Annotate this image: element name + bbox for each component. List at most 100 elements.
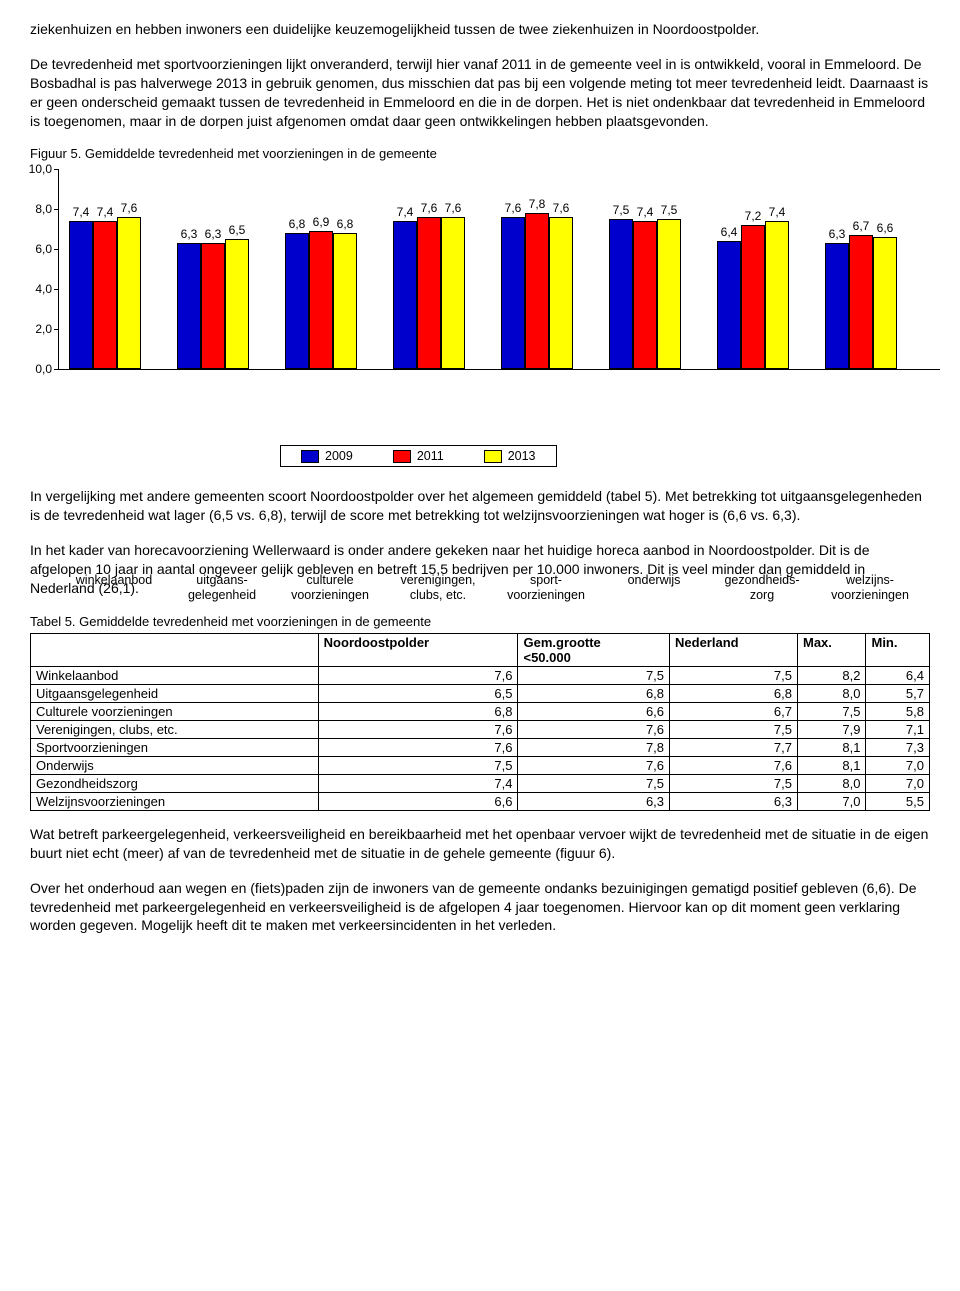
table-cell: 7,9 (798, 720, 866, 738)
table-row: Sportvoorzieningen7,67,87,78,17,3 (31, 738, 930, 756)
table-cell: 6,7 (670, 702, 798, 720)
table-row: Gezondheidszorg7,47,57,58,07,0 (31, 774, 930, 792)
table-cell: 7,5 (518, 774, 670, 792)
paragraph-5: Wat betreft parkeergelegenheid, verkeers… (30, 825, 930, 863)
table-cell: 7,6 (518, 720, 670, 738)
bar (393, 221, 417, 369)
table-cell: 6,8 (518, 684, 670, 702)
table-row: Uitgaansgelegenheid6,56,86,88,05,7 (31, 684, 930, 702)
table-cell: 6,8 (318, 702, 518, 720)
legend-label: 2013 (508, 449, 536, 463)
figure-caption: Figuur 5. Gemiddelde tevredenheid met vo… (30, 146, 930, 161)
bar (225, 239, 249, 369)
table-cell: 6,6 (318, 792, 518, 810)
paragraph-1: ziekenhuizen en hebben inwoners een duid… (30, 20, 930, 39)
table-caption: Tabel 5. Gemiddelde tevredenheid met voo… (30, 614, 930, 629)
category-label: welzijns-voorzieningen (815, 573, 925, 603)
bar (201, 243, 225, 369)
table-cell: 7,6 (518, 756, 670, 774)
bar (873, 237, 897, 369)
bar (441, 217, 465, 369)
category-label: winkelaanbod (59, 573, 169, 588)
table-header-cell: Max. (798, 633, 866, 666)
legend-item: 2013 (484, 449, 536, 463)
bar (765, 221, 789, 369)
table-cell: 7,3 (866, 738, 930, 756)
bar (825, 243, 849, 369)
legend-swatch (484, 450, 502, 463)
table-cell: Gezondheidszorg (31, 774, 319, 792)
bar-value-label: 7,6 (439, 201, 467, 215)
table-cell: 7,4 (318, 774, 518, 792)
paragraph-6: Over het onderhoud aan wegen en (fiets)p… (30, 879, 930, 936)
table-cell: 6,3 (518, 792, 670, 810)
table-cell: 7,6 (318, 666, 518, 684)
bar-value-label: 7,6 (547, 201, 575, 215)
bar (741, 225, 765, 369)
bar (417, 217, 441, 369)
table-cell: 7,6 (670, 756, 798, 774)
bar-value-label: 6,8 (331, 217, 359, 231)
bar-value-label: 6,4 (715, 225, 743, 239)
legend-label: 2009 (325, 449, 353, 463)
bar-value-label: 7,4 (763, 205, 791, 219)
bar (93, 221, 117, 369)
chart-figure-5: 0,02,04,06,08,010,07,47,47,6winkelaanbod… (20, 169, 930, 467)
table-cell: 5,8 (866, 702, 930, 720)
paragraph-3: In vergelijking met andere gemeenten sco… (30, 487, 930, 525)
table-row: Verenigingen, clubs, etc.7,67,67,57,97,1 (31, 720, 930, 738)
bar-value-label: 7,5 (655, 203, 683, 217)
category-label: gezondheids-zorg (707, 573, 817, 603)
bar (849, 235, 873, 369)
table-cell: 6,4 (866, 666, 930, 684)
table-header-cell (31, 633, 319, 666)
table-row: Winkelaanbod7,67,57,58,26,4 (31, 666, 930, 684)
y-tick-label: 10,0 (29, 162, 52, 176)
bar (609, 219, 633, 369)
bar-value-label: 7,6 (115, 201, 143, 215)
category-label: onderwijs (599, 573, 709, 588)
paragraph-2: De tevredenheid met sportvoorzieningen l… (30, 55, 930, 131)
table-cell: Verenigingen, clubs, etc. (31, 720, 319, 738)
legend-swatch (301, 450, 319, 463)
table-cell: 7,0 (798, 792, 866, 810)
table-cell: 6,5 (318, 684, 518, 702)
category-label: uitgaans-gelegenheid (167, 573, 277, 603)
table-cell: 8,0 (798, 774, 866, 792)
table-cell: Winkelaanbod (31, 666, 319, 684)
bar (309, 231, 333, 369)
table-cell: Uitgaansgelegenheid (31, 684, 319, 702)
table-cell: 7,5 (670, 720, 798, 738)
table-5: NoordoostpolderGem.grootte<50.000Nederla… (30, 633, 930, 811)
table-cell: 6,6 (518, 702, 670, 720)
table-cell: 7,6 (318, 738, 518, 756)
table-header-cell: Noordoostpolder (318, 633, 518, 666)
bar (549, 217, 573, 369)
bar (525, 213, 549, 369)
table-cell: 6,3 (670, 792, 798, 810)
table-cell: 7,5 (518, 666, 670, 684)
table-cell: Onderwijs (31, 756, 319, 774)
table-cell: 7,6 (318, 720, 518, 738)
table-row: Onderwijs7,57,67,68,17,0 (31, 756, 930, 774)
bar (177, 243, 201, 369)
table-header-cell: Min. (866, 633, 930, 666)
bar (717, 241, 741, 369)
bar (69, 221, 93, 369)
category-label: verenigingen,clubs, etc. (383, 573, 493, 603)
legend-swatch (393, 450, 411, 463)
category-label: culturelevoorzieningen (275, 573, 385, 603)
table-cell: 7,5 (670, 666, 798, 684)
table-cell: 8,0 (798, 684, 866, 702)
legend-item: 2011 (393, 449, 444, 463)
table-cell: 7,0 (866, 774, 930, 792)
table-cell: Culturele voorzieningen (31, 702, 319, 720)
table-cell: 7,5 (670, 774, 798, 792)
bar (657, 219, 681, 369)
table-cell: 5,5 (866, 792, 930, 810)
table-cell: 7,1 (866, 720, 930, 738)
bar (285, 233, 309, 369)
table-cell: 7,7 (670, 738, 798, 756)
table-row: Culturele voorzieningen6,86,66,77,55,8 (31, 702, 930, 720)
bar (501, 217, 525, 369)
